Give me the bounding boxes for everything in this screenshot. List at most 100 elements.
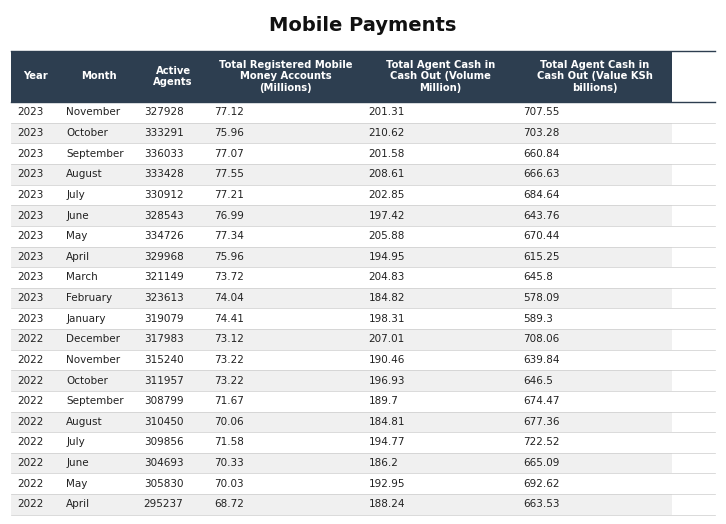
Text: 643.76: 643.76 (523, 211, 560, 221)
Text: 2023: 2023 (17, 128, 44, 138)
Bar (208, 494, 363, 515)
Text: 77.12: 77.12 (214, 107, 244, 117)
Text: 646.5: 646.5 (523, 376, 553, 386)
Text: 184.82: 184.82 (369, 293, 405, 303)
Text: July: July (66, 438, 85, 447)
Text: 74.41: 74.41 (214, 314, 244, 324)
Text: Active
Agents: Active Agents (153, 66, 193, 87)
Text: 707.55: 707.55 (523, 107, 560, 117)
Bar (12, 226, 60, 246)
Text: 336033: 336033 (144, 149, 183, 159)
Text: 319079: 319079 (144, 314, 183, 324)
Bar (138, 246, 208, 267)
Text: 2022: 2022 (17, 355, 44, 365)
Text: 308799: 308799 (144, 396, 183, 406)
Bar (363, 288, 518, 309)
Text: October: October (66, 128, 108, 138)
Text: 77.21: 77.21 (214, 190, 244, 200)
Bar (12, 144, 60, 164)
Bar (363, 309, 518, 329)
Bar (518, 288, 672, 309)
Text: 703.28: 703.28 (523, 128, 560, 138)
Text: 196.93: 196.93 (369, 376, 405, 386)
Bar (138, 226, 208, 246)
Text: November: November (66, 355, 121, 365)
Bar (60, 184, 138, 205)
Bar (363, 164, 518, 184)
Text: November: November (66, 107, 121, 117)
Bar (518, 205, 672, 226)
Text: 74.04: 74.04 (214, 293, 244, 303)
Text: 76.99: 76.99 (214, 211, 244, 221)
Text: 2023: 2023 (17, 314, 44, 324)
Bar (363, 246, 518, 267)
Bar (138, 184, 208, 205)
Bar (138, 411, 208, 432)
Text: 197.42: 197.42 (369, 211, 405, 221)
Text: May: May (66, 479, 88, 489)
Text: 663.53: 663.53 (523, 499, 560, 509)
Bar (60, 350, 138, 370)
Text: 2023: 2023 (17, 231, 44, 241)
Bar (138, 370, 208, 391)
Text: 334726: 334726 (144, 231, 184, 241)
Text: 192.95: 192.95 (369, 479, 405, 489)
Text: 674.47: 674.47 (523, 396, 560, 406)
Text: 75.96: 75.96 (214, 128, 244, 138)
Text: 71.58: 71.58 (214, 438, 244, 447)
Bar (60, 473, 138, 494)
Bar (518, 391, 672, 411)
Bar (518, 267, 672, 288)
Bar (208, 473, 363, 494)
Bar (208, 184, 363, 205)
Text: 186.2: 186.2 (369, 458, 399, 468)
Bar (363, 123, 518, 144)
Text: 184.81: 184.81 (369, 417, 405, 427)
Bar (208, 267, 363, 288)
Text: September: September (66, 396, 124, 406)
Text: 333428: 333428 (144, 169, 184, 179)
Text: September: September (66, 149, 124, 159)
Bar (363, 432, 518, 453)
Bar (12, 411, 60, 432)
Bar (138, 267, 208, 288)
Bar (518, 473, 672, 494)
Text: 202.85: 202.85 (369, 190, 405, 200)
Text: 70.33: 70.33 (214, 458, 244, 468)
Text: 578.09: 578.09 (523, 293, 560, 303)
Text: 310450: 310450 (144, 417, 183, 427)
Bar (12, 288, 60, 309)
Text: 615.25: 615.25 (523, 252, 560, 262)
Text: 201.58: 201.58 (369, 149, 405, 159)
Bar (138, 288, 208, 309)
Text: 329968: 329968 (144, 252, 184, 262)
Bar (208, 411, 363, 432)
Bar (138, 164, 208, 184)
Bar (60, 329, 138, 350)
Bar (12, 267, 60, 288)
Bar (208, 51, 363, 102)
Text: 2023: 2023 (17, 107, 44, 117)
Bar (138, 329, 208, 350)
Bar (60, 102, 138, 123)
Bar (138, 432, 208, 453)
Text: 639.84: 639.84 (523, 355, 560, 365)
Text: 73.22: 73.22 (214, 376, 244, 386)
Text: June: June (66, 458, 89, 468)
Bar (138, 391, 208, 411)
Text: 309856: 309856 (144, 438, 183, 447)
Bar (138, 494, 208, 515)
Text: 665.09: 665.09 (523, 458, 560, 468)
Bar (208, 144, 363, 164)
Text: 73.72: 73.72 (214, 272, 244, 282)
Bar (12, 205, 60, 226)
Bar (208, 391, 363, 411)
Text: 2023: 2023 (17, 293, 44, 303)
Bar (518, 494, 672, 515)
Bar (518, 309, 672, 329)
Text: 189.7: 189.7 (369, 396, 399, 406)
Text: 333291: 333291 (144, 128, 184, 138)
Bar (138, 123, 208, 144)
Text: 323613: 323613 (144, 293, 184, 303)
Bar (12, 432, 60, 453)
